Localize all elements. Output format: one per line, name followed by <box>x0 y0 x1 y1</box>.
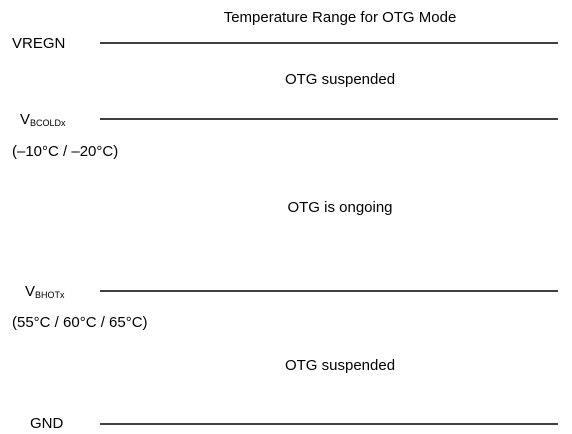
level-label: VREGN <box>12 35 65 52</box>
level-label: GND <box>30 415 64 432</box>
level-note: (55°C / 60°C / 65°C) <box>12 314 148 331</box>
level-label-sub: BCOLDx <box>30 118 66 128</box>
region-label: OTG suspended <box>285 71 395 88</box>
level-note: (–10°C / –20°C) <box>12 143 118 160</box>
title: Temperature Range for OTG Mode <box>224 9 457 26</box>
level-label-sub: BHOTx <box>35 290 65 300</box>
level-label-main: V <box>25 283 35 300</box>
region-label: OTG suspended <box>285 357 395 374</box>
region-label: OTG is ongoing <box>287 199 392 216</box>
level-label: VBHOTx <box>25 283 65 300</box>
level-label-main: V <box>20 111 30 128</box>
level-label: VBCOLDx <box>20 111 66 128</box>
